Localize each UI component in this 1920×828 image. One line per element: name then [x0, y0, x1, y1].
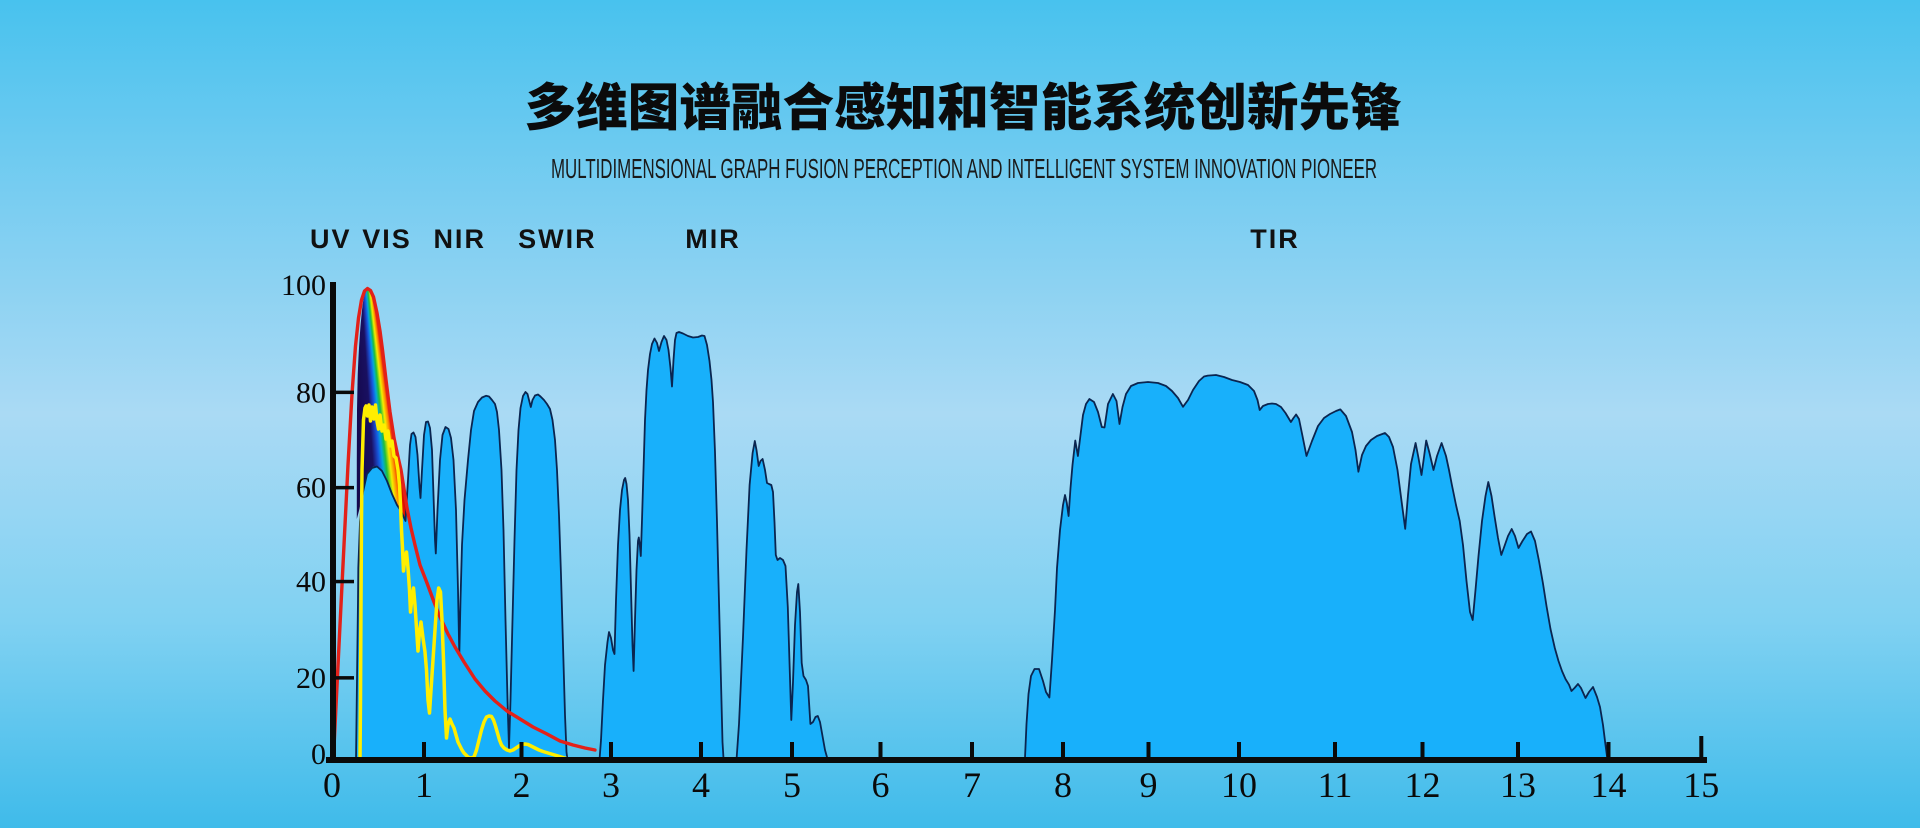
svg-text:MIR: MIR [685, 224, 741, 254]
svg-text:TIR: TIR [1250, 224, 1300, 254]
svg-text:2: 2 [513, 765, 531, 805]
svg-text:0: 0 [311, 738, 326, 771]
svg-text:15: 15 [1683, 765, 1719, 805]
svg-text:SWIR: SWIR [518, 224, 597, 254]
svg-text:11: 11 [1318, 765, 1353, 805]
svg-text:NIR: NIR [433, 224, 486, 254]
svg-text:12: 12 [1405, 765, 1441, 805]
svg-text:5: 5 [783, 765, 801, 805]
svg-text:1: 1 [415, 765, 433, 805]
svg-text:MULTIDIMENSIONAL GRAPH FUSION: MULTIDIMENSIONAL GRAPH FUSION PERCEPTION… [551, 153, 1377, 184]
svg-text:10: 10 [1221, 765, 1257, 805]
svg-text:9: 9 [1140, 765, 1158, 805]
svg-text:0: 0 [323, 765, 341, 805]
svg-text:6: 6 [872, 765, 890, 805]
svg-text:13: 13 [1500, 765, 1536, 805]
svg-text:3: 3 [602, 765, 620, 805]
svg-text:100: 100 [281, 269, 326, 302]
svg-text:UV: UV [310, 224, 352, 254]
svg-text:7: 7 [963, 765, 981, 805]
svg-text:4: 4 [692, 765, 710, 805]
svg-text:60: 60 [296, 472, 326, 505]
svg-text:VIS: VIS [362, 224, 412, 254]
svg-text:8: 8 [1054, 765, 1072, 805]
svg-text:14: 14 [1591, 765, 1627, 805]
svg-text:20: 20 [296, 662, 326, 695]
svg-text:40: 40 [296, 566, 326, 599]
svg-text:80: 80 [296, 376, 326, 409]
